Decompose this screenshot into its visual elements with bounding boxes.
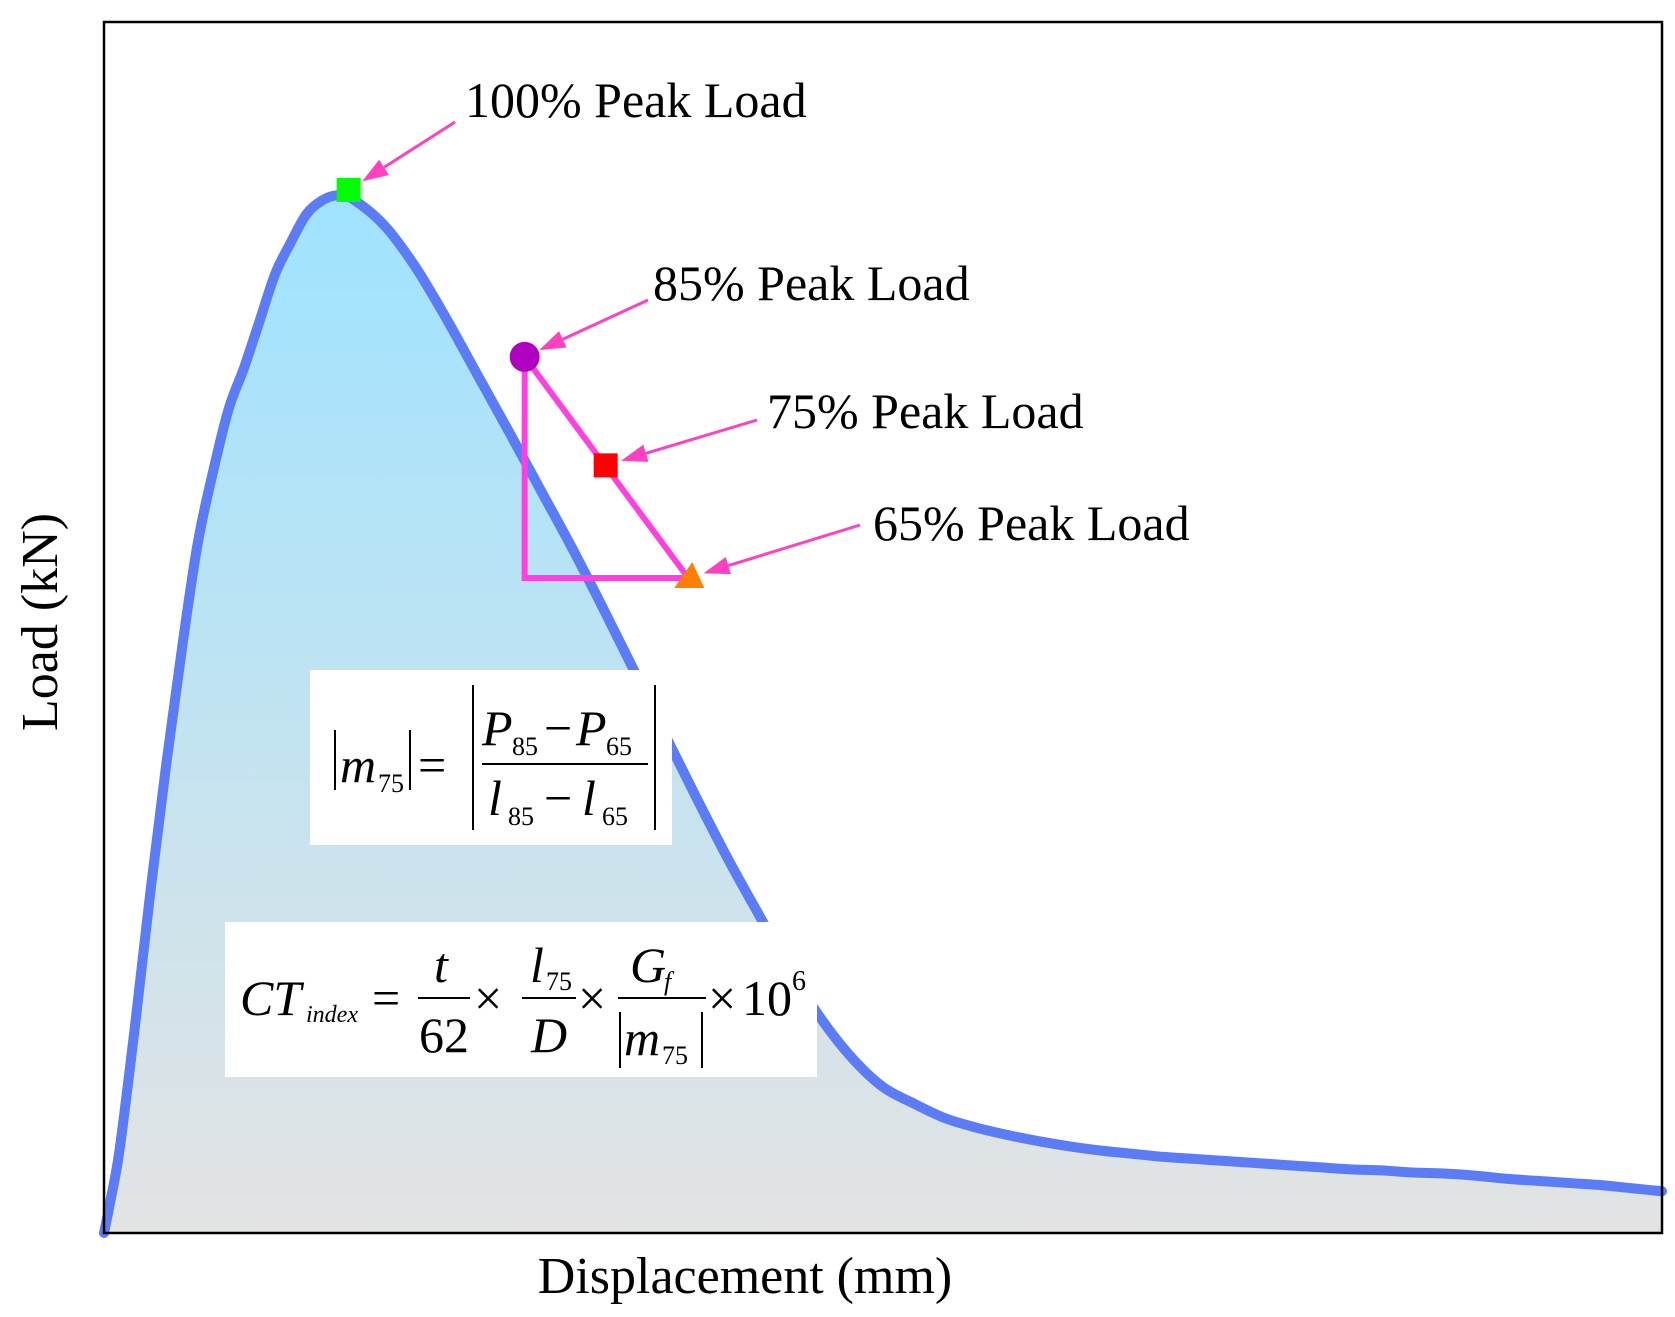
- ct-f2-num-sub: 75: [546, 967, 572, 996]
- m75-lhs-var: m: [340, 737, 376, 793]
- ct-f3-num-sub: f: [664, 967, 675, 996]
- formula-ct-index: CT index = t 62 × l 75 D × G f m 75 × 10…: [225, 922, 817, 1077]
- ct-f3-den: m: [624, 1010, 660, 1066]
- 100-peak-load-arrow-line: [383, 120, 456, 169]
- y-axis-title: Load (kN): [12, 513, 69, 731]
- 85-peak-load-label: 85% Peak Load: [653, 255, 970, 311]
- ct-times-3: ×: [708, 970, 736, 1026]
- m75-num-a: P: [481, 700, 513, 756]
- ct-times-2: ×: [578, 970, 606, 1026]
- ct-factor-exp: 6: [792, 966, 806, 997]
- 65-peak-load-arrow-head: [703, 557, 732, 575]
- 85-peak-load-marker: [509, 341, 540, 372]
- ct-f2-num: l: [530, 937, 544, 993]
- ct-lhs-sub: index: [306, 1002, 358, 1028]
- ct-f3-den-sub: 75: [662, 1041, 688, 1070]
- ct-lhs: CT: [240, 970, 304, 1026]
- ct-factor: 10: [742, 970, 792, 1026]
- m75-lhs-sub: 75: [378, 769, 404, 798]
- formula-m75: m 75 = P 85 − P 65 l 85 − l 65: [310, 670, 672, 845]
- 75-peak-load-arrow-head: [621, 444, 649, 462]
- plot-frame: [102, 20, 1664, 1235]
- 100-peak-load-arrow-head: [362, 159, 389, 182]
- 85-peak-load-arrow-head: [539, 331, 567, 351]
- load-curve-line: [99, 190, 1667, 1238]
- m75-den-minus: −: [544, 770, 572, 826]
- ct-f1-den: 62: [419, 1007, 469, 1063]
- x-axis-title: Displacement (mm): [538, 1248, 952, 1305]
- 75-peak-load-arrow-line: [645, 418, 758, 455]
- 65-peak-load-arrow-line: [727, 523, 861, 568]
- ct-times-1: ×: [474, 970, 502, 1026]
- ct-f1-num: t: [434, 937, 449, 993]
- ct-f2-den: D: [530, 1007, 567, 1063]
- 65-peak-load-marker: [674, 561, 705, 588]
- m75-num-minus: −: [544, 700, 572, 756]
- m75-num-a-sub: 85: [512, 732, 538, 761]
- m75-num-b-sub: 65: [606, 732, 632, 761]
- m75-num-b: P: [575, 700, 607, 756]
- m75-den-a-sub: 85: [508, 802, 534, 831]
- m75-den-b-sub: 65: [602, 802, 628, 831]
- 85-peak-load-arrow-line: [562, 298, 649, 341]
- ct-equals: =: [372, 970, 400, 1026]
- m75-den-a: l: [488, 770, 502, 826]
- m75-den-b: l: [582, 770, 596, 826]
- 75-peak-load-label: 75% Peak Load: [767, 383, 1084, 439]
- m75-equals: =: [418, 737, 446, 793]
- 65-peak-load-label: 65% Peak Load: [873, 495, 1190, 551]
- ct-f3-num: G: [630, 937, 666, 993]
- 75-peak-load-marker: [593, 453, 618, 478]
- 100-peak-load-marker: [336, 178, 361, 202]
- 100-peak-load-label: 100% Peak Load: [465, 72, 807, 128]
